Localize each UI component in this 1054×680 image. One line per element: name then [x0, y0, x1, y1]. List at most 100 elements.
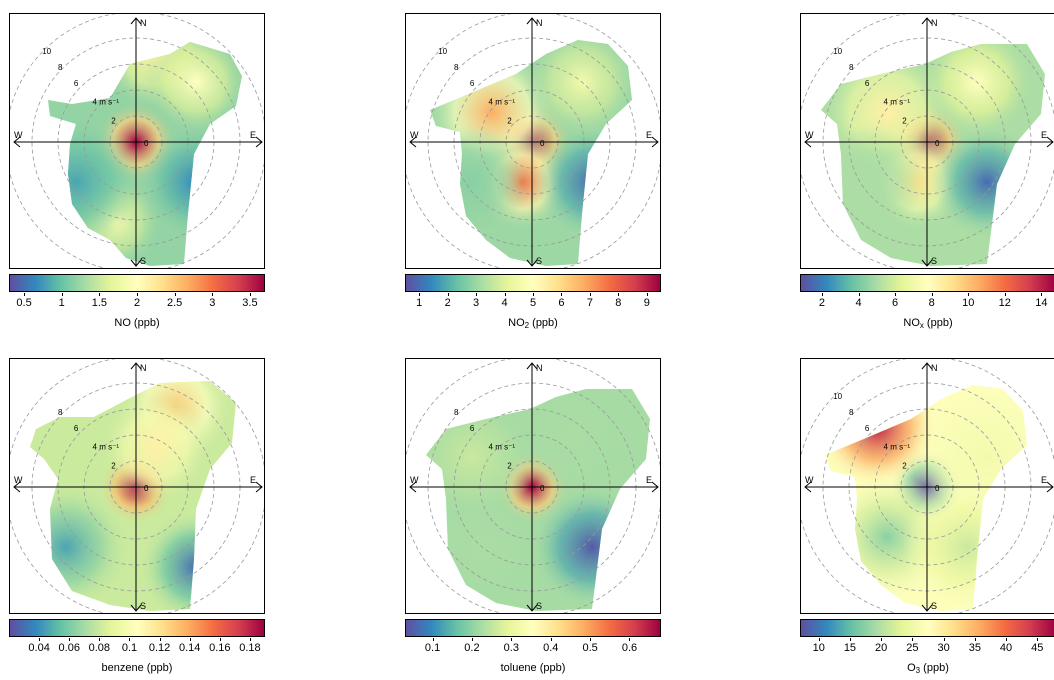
- compass-arrow: [130, 362, 142, 370]
- polar-plot-frame: N S E W 10 8 6 4 m s⁻¹ 2 0: [405, 13, 661, 269]
- compass-arrow: [255, 481, 263, 493]
- compass-arrow: [651, 136, 659, 148]
- colorbar-tick-mark: [219, 638, 221, 641]
- colorbar-tick-label: 30: [937, 642, 950, 654]
- colorbar-tick-mark: [590, 638, 592, 641]
- compass-arrow: [255, 136, 263, 148]
- radial-speed-label: 4 m s⁻¹: [884, 443, 911, 452]
- colorbar-tick-mark: [968, 293, 970, 296]
- radial-speed-label: 2: [111, 461, 116, 470]
- compass-west-label: W: [410, 475, 419, 485]
- compass-north-label: N: [536, 18, 543, 28]
- compass-east-label: E: [646, 475, 652, 485]
- radial-speed-label: 4 m s⁻¹: [93, 98, 120, 107]
- polar-plot-frame: N S E W 8 6 4 m s⁻¹ 2 0: [405, 358, 661, 614]
- colorbar-title-unit: (ppb): [923, 317, 953, 329]
- radial-speed-label: 8: [849, 63, 854, 72]
- colorbar-tick-mark: [61, 293, 63, 296]
- colorbar-tick-label: 8: [615, 297, 622, 309]
- radial-speed-label: 10: [833, 392, 842, 401]
- colorbar-tick-mark: [589, 293, 591, 296]
- radial-speed-label: 0: [144, 484, 149, 493]
- colorbar-tick-mark: [974, 638, 976, 641]
- colorbar-tick-mark: [129, 638, 131, 641]
- polar-plot-svg: N S E W 8 6 4 m s⁻¹ 2 0: [406, 359, 660, 613]
- colorbar-tick-mark: [1006, 638, 1008, 641]
- compass-arrow: [130, 259, 142, 267]
- compass-arrow: [921, 604, 933, 612]
- compass-south-label: S: [931, 256, 937, 266]
- colorbar-tick-label: 40: [999, 642, 1013, 654]
- colorbar-tick-label: 9: [643, 297, 650, 309]
- colorbar-tick-label: 0.2: [464, 642, 480, 654]
- colorbar-tick-mark: [818, 638, 820, 641]
- compass-west-label: W: [14, 475, 23, 485]
- radial-speed-label: 2: [507, 461, 512, 470]
- colorbar-title: NOx (ppb): [800, 317, 1054, 330]
- colorbar-tick-label: 14: [1035, 297, 1048, 309]
- colorbar-tick-mark: [137, 293, 138, 296]
- colorbar-tick-mark: [1037, 638, 1039, 641]
- colorbar-tick-label: 0.1: [424, 642, 441, 654]
- colorbar-tick-label: 7: [586, 297, 593, 309]
- colorbar-tick-label: 4: [501, 297, 508, 309]
- compass-west-label: W: [14, 130, 23, 140]
- colorbar-tick-mark: [858, 293, 860, 296]
- compass-east-label: E: [646, 130, 652, 140]
- colorbar: [405, 619, 661, 637]
- colorbar-tick-mark: [24, 293, 26, 296]
- colorbar-tick-label: 1: [416, 297, 423, 309]
- colorbar-tick-mark: [69, 638, 71, 641]
- colorbar-title-subscript: x: [919, 321, 924, 330]
- radial-speed-label: 8: [454, 408, 459, 417]
- compass-north-label: N: [140, 18, 147, 28]
- colorbar-tick-mark: [99, 293, 101, 296]
- colorbar-tick-mark: [511, 638, 513, 641]
- concentration-hotspot: [99, 390, 213, 504]
- compass-arrow: [651, 481, 659, 493]
- colorbar-title: benzene (ppb): [101, 662, 173, 674]
- colorbar-tick-mark: [419, 293, 421, 296]
- colorbar-tick-mark: [212, 293, 214, 296]
- radial-speed-label: 2: [902, 461, 907, 470]
- compass-arrow: [130, 604, 142, 612]
- radial-speed-label: 2: [111, 116, 116, 125]
- compass-arrow: [526, 17, 538, 25]
- compass-west-label: W: [410, 130, 419, 140]
- colorbar-tick-mark: [533, 293, 534, 296]
- radial-speed-label: 0: [935, 484, 940, 493]
- compass-south-label: S: [140, 601, 146, 611]
- polar-plot-frame: N S E W 10 8 6 4 m s⁻¹ 2 0: [9, 13, 265, 269]
- radial-speed-label: 4 m s⁻¹: [489, 443, 516, 452]
- radial-speed-label: 10: [438, 47, 447, 56]
- colorbar-ticks: 10 15 20 25 30 35 40 45: [800, 638, 1054, 658]
- colorbar-tick-mark: [849, 638, 851, 641]
- colorbar-tick-label: 6: [892, 297, 899, 309]
- colorbar-tick-label: 0.06: [58, 642, 80, 654]
- colorbar-tick-mark: [39, 638, 41, 641]
- colorbar-tick-label: 5: [529, 297, 537, 309]
- compass-arrow: [526, 259, 538, 267]
- colorbar-tick-label: 6: [558, 297, 565, 309]
- colorbar-tick-mark: [471, 638, 473, 641]
- radial-speed-label: 6: [470, 424, 475, 433]
- radial-speed-label: 4 m s⁻¹: [93, 443, 120, 452]
- radial-speed-label: 4 m s⁻¹: [489, 98, 516, 107]
- colorbar-tick-mark: [550, 638, 552, 641]
- radial-speed-label: 4 m s⁻¹: [884, 98, 911, 107]
- colorbar-tick-mark: [249, 293, 251, 296]
- compass-north-label: N: [931, 18, 938, 28]
- colorbar-title-unit: (ppb): [920, 662, 949, 674]
- colorbar-ticks: 0.1 0.2 0.3 0.4 0.5 0.6: [405, 638, 661, 658]
- colorbar-tick-label: 1.5: [91, 297, 107, 309]
- compass-south-label: S: [140, 256, 146, 266]
- colorbar-tick-label: 0.1: [121, 642, 138, 654]
- colorbar-tick-label: 0.18: [239, 642, 261, 654]
- colorbar-tick-mark: [174, 293, 176, 296]
- colorbar-tick-mark: [159, 638, 161, 641]
- colorbar-ticks: 1 2 3 4 5 6 7 8 9: [405, 293, 661, 313]
- radial-speed-label: 8: [58, 408, 63, 417]
- colorbar-ticks: 0.04 0.06 0.08 0.1 0.12 0.14 0.16 0.18: [9, 638, 265, 658]
- colorbar-tick-label: 35: [968, 642, 981, 654]
- colorbar-tick-label: 0.6: [621, 642, 638, 654]
